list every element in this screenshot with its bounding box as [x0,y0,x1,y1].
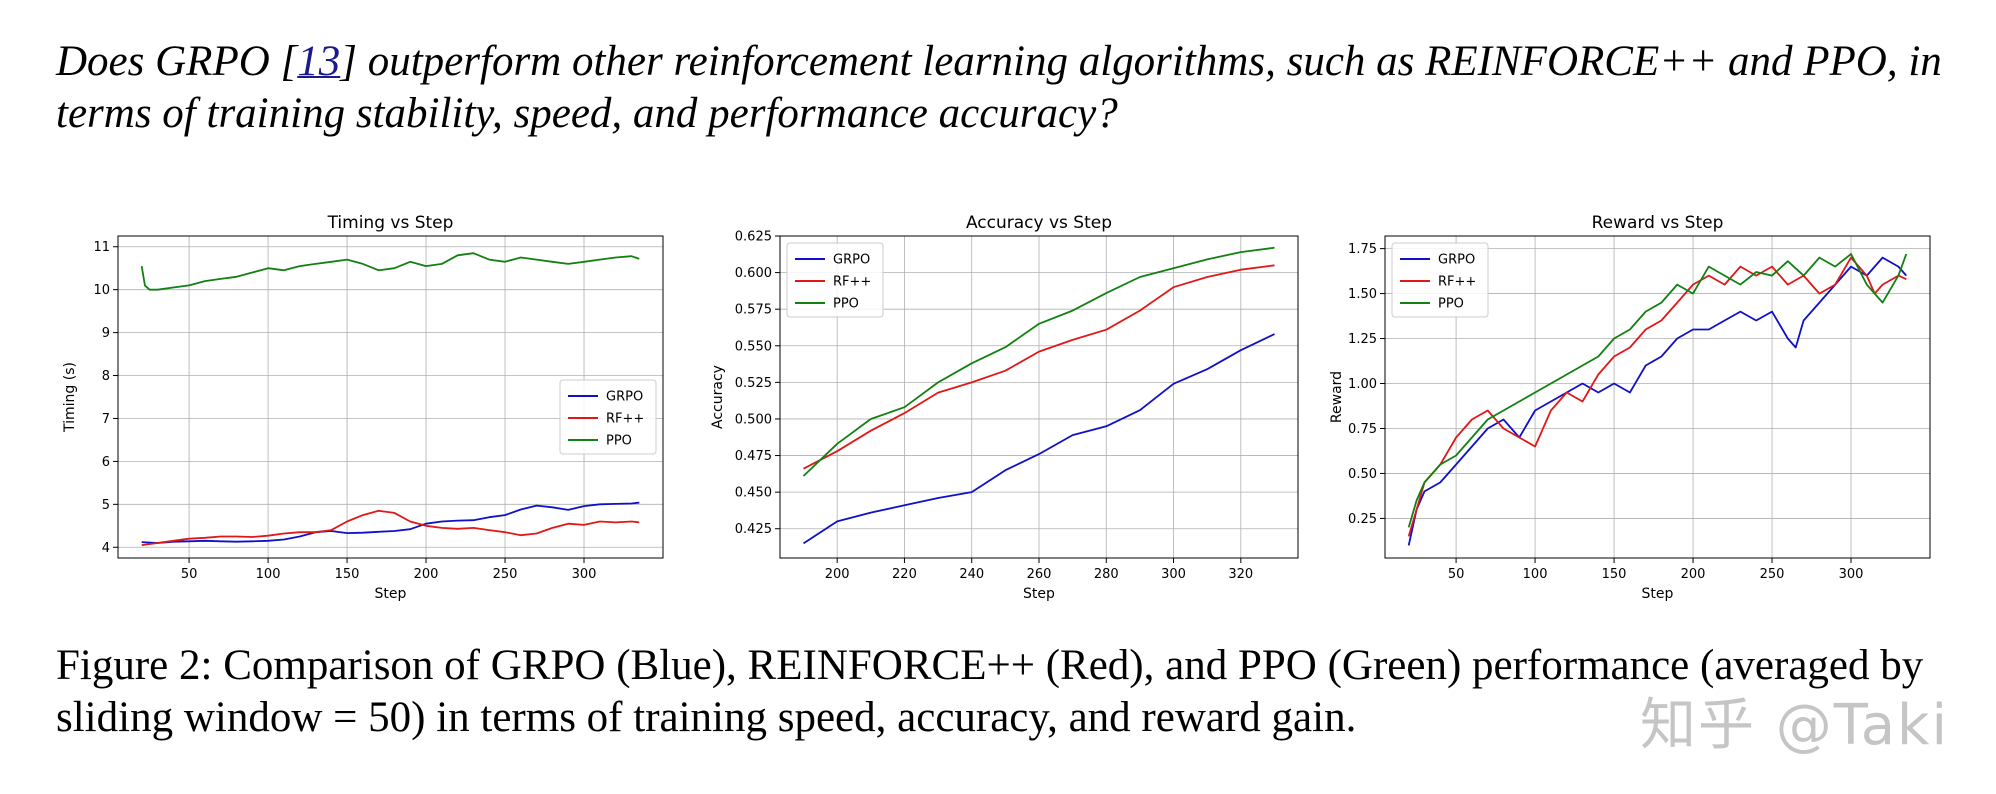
y-tick-label: 1.00 [1348,377,1377,392]
y-tick-label: 0.50 [1348,467,1377,482]
legend-label: GRPO [606,390,643,405]
x-tick-label: 280 [1094,567,1119,582]
question-text: Does GRPO [13] outperform other reinforc… [56,36,1956,140]
x-tick-label: 150 [1602,567,1627,582]
y-axis-label: Reward [1329,371,1345,423]
citation-close-bracket: ] [340,38,357,85]
accuracy-chart: 200 220 240 260 280 300 320 0.425 0.450 0.475 0.50… [710,213,1299,602]
y-tick-label: 6 [102,455,110,470]
y-tick-label: 0.425 [735,522,772,537]
plot-frame [117,235,664,559]
x-tick-label: 100 [1523,567,1548,582]
x-tick-label: 300 [572,567,597,582]
y-tick-label: 0.600 [735,266,772,281]
legend-box [1391,242,1489,318]
question-before: Does GRPO [56,38,281,85]
question-after: outperform other reinforcement learning … [56,38,1942,137]
x-tick-label: 250 [493,567,518,582]
y-tick-label: 0.450 [735,486,772,501]
y-tick-label: 4 [102,541,110,556]
y-tick-label: 0.625 [735,230,772,245]
timing-chart: 50 100 150 200 250 300 4 5 6 7 8 9 10 11 Timing vs Ste… [62,213,664,602]
series-line-grpo [141,501,640,544]
figure-caption: Figure 2: Comparison of GRPO (Blue), REI… [56,642,1924,741]
y-axis-label: Accuracy [710,365,726,429]
chart-title: Reward vs Step [1592,213,1724,233]
legend-label: RF++ [833,275,871,290]
x-tick-label: 260 [1027,567,1052,582]
legend-label: PPO [1438,297,1464,312]
x-tick-label: 300 [1839,567,1864,582]
citation-open-bracket: [ [280,38,298,85]
y-tick-label: 9 [102,326,110,341]
y-tick-label: 11 [93,240,110,255]
y-tick-label: 1.25 [1348,332,1377,347]
x-axis-label: Step [375,586,407,602]
y-tick-label: 0.550 [735,339,772,354]
x-tick-label: 50 [1448,567,1465,582]
x-tick-label: 200 [414,567,439,582]
watermark: 知乎 @Taki [1640,693,1950,758]
y-tick-label: 10 [93,283,110,298]
series-line-grpo [803,333,1275,545]
legend-box [786,242,884,318]
y-tick-label: 0.500 [735,412,772,427]
y-tick-label: 8 [102,369,110,384]
legend-label: GRPO [1438,253,1475,268]
reward-chart: 50 100 150 200 250 300 0.25 0.50 0.75 1.00 1.25 1.5… [1329,213,1931,602]
series-line-ppo [802,246,1275,477]
x-tick-label: 100 [256,567,281,582]
y-tick-label: 0.25 [1348,512,1377,527]
chart-title: Timing vs Step [327,213,454,233]
y-tick-label: 0.475 [735,449,772,464]
y-tick-label: 0.525 [735,376,772,391]
x-tick-label: 200 [825,567,850,582]
legend-label: RF++ [606,412,644,427]
y-tick-label: 7 [102,412,110,427]
series-line-rfpp [1407,256,1907,537]
y-tick-label: 0.75 [1348,422,1377,437]
y-tick-label: 1.75 [1348,242,1377,257]
legend-box [559,379,657,455]
y-tick-label: 1.50 [1348,287,1377,302]
x-axis-label: Step [1642,586,1674,602]
series-line-rfpp [803,264,1275,470]
series-line-ppo [140,252,640,291]
x-tick-label: 200 [1681,567,1706,582]
x-tick-label: 250 [1760,567,1785,582]
plot-frame [1384,235,1931,559]
legend-label: RF++ [1438,275,1476,290]
legend-label: PPO [606,434,632,449]
y-axis-label: Timing (s) [62,362,78,433]
legend-label: GRPO [833,253,870,268]
x-tick-label: 50 [181,567,198,582]
citation-link[interactable]: 13 [297,38,341,85]
series-line-grpo [1407,256,1907,546]
y-tick-label: 0.575 [735,303,772,318]
x-tick-label: 220 [892,567,917,582]
series-line-rfpp [141,509,640,546]
series-line-ppo [1407,253,1908,528]
x-axis-label: Step [1023,586,1055,602]
x-tick-label: 150 [335,567,360,582]
x-tick-label: 240 [959,567,984,582]
legend-label: PPO [833,297,859,312]
y-tick-label: 5 [102,498,110,513]
x-tick-label: 300 [1161,567,1186,582]
chart-title: Accuracy vs Step [966,213,1112,233]
x-tick-label: 320 [1228,567,1253,582]
